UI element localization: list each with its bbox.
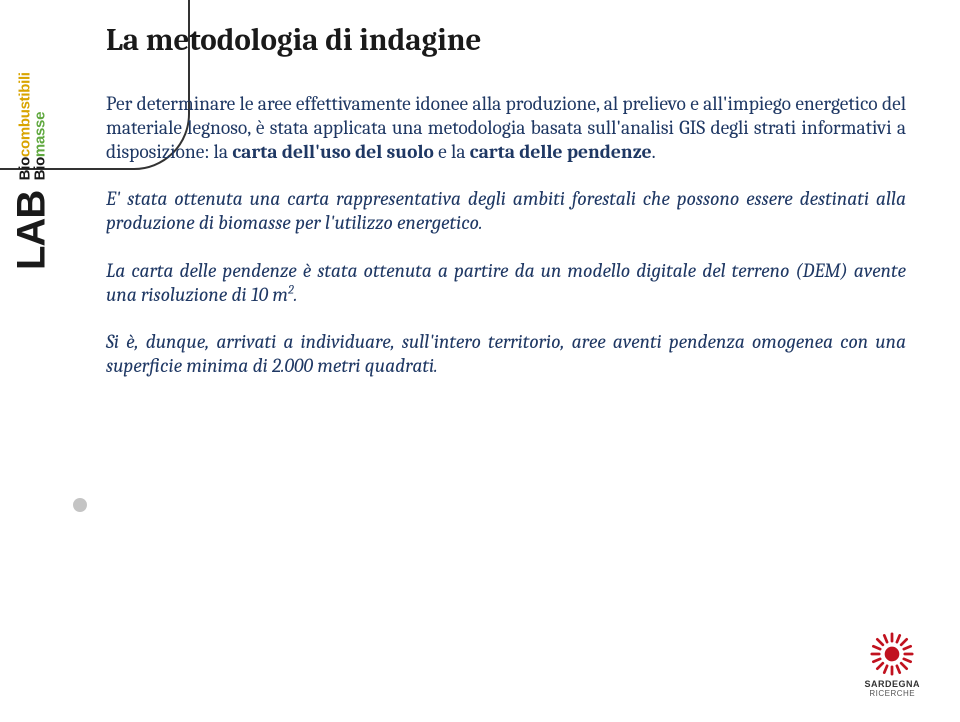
slide: LAB Biocombustibili Biomasse La metodolo… bbox=[0, 0, 960, 722]
content-area: La metodologia di indagine Per determina… bbox=[106, 22, 906, 402]
paragraph-4: Si è, dunque, arrivati a individuare, su… bbox=[106, 330, 906, 378]
lab-line-biomasse: Biomasse bbox=[32, 72, 47, 180]
footer-suborg: RICERCHE bbox=[864, 689, 920, 698]
lab-line-biocombustibili: Biocombustibili bbox=[17, 72, 32, 180]
p1-text-mid: e la bbox=[434, 140, 470, 163]
lab-logo: LAB Biocombustibili Biomasse bbox=[10, 72, 55, 270]
p3-text-a: La carta delle pendenze è stata ottenuta… bbox=[106, 259, 906, 306]
p1-text-end: . bbox=[652, 140, 656, 163]
sun-icon bbox=[870, 632, 914, 676]
lab-logo-subtitle: Biocombustibili Biomasse bbox=[17, 72, 47, 180]
paragraph-2: E' stata ottenuta una carta rappresentat… bbox=[106, 187, 906, 235]
p1-bold-1: carta dell'uso del suolo bbox=[232, 140, 434, 163]
lab-logo-main: LAB bbox=[10, 191, 55, 270]
footer-logo: SARDEGNA RICERCHE bbox=[864, 632, 920, 698]
p1-bold-2: carta delle pendenze bbox=[470, 140, 652, 163]
paragraph-1: Per determinare le aree effettivamente i… bbox=[106, 92, 906, 163]
bullet-icon bbox=[73, 498, 87, 512]
footer-org: SARDEGNA bbox=[864, 679, 920, 689]
page-title: La metodologia di indagine bbox=[106, 22, 906, 58]
p3-text-b: . bbox=[294, 283, 298, 306]
paragraph-3: La carta delle pendenze è stata ottenuta… bbox=[106, 259, 906, 307]
